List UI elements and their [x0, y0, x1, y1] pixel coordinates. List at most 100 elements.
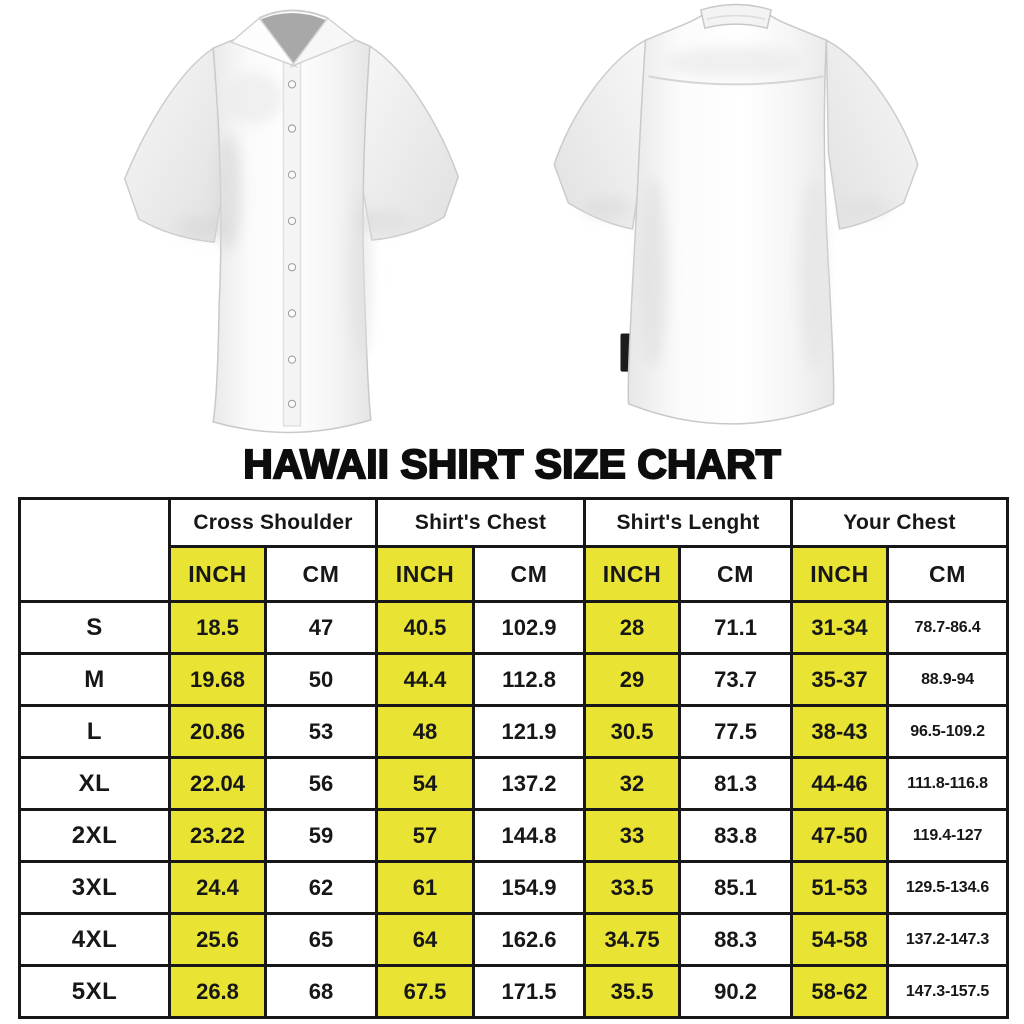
back-yoke-seam: [648, 75, 824, 86]
inch-value-cell: 64: [375, 912, 476, 967]
inch-value-cell: 44.4: [375, 652, 476, 707]
cm-value-cell: 154.9: [472, 860, 587, 915]
inch-value-cell: 20.86: [168, 704, 267, 759]
front-collar-right: [289, 16, 358, 68]
inch-value-cell: 33: [583, 808, 682, 863]
front-button-placket: [282, 61, 302, 427]
cm-value-cell: 59: [263, 808, 379, 863]
inch-value-cell: 32: [583, 756, 682, 811]
group-header-shirts-chest: Shirt's Chest: [375, 497, 587, 548]
table-row: L 20.86 53 48 121.9 30.5 77.5 38-43 96.5-109.2: [18, 704, 1010, 759]
cm-value-cell: 162.6: [472, 912, 587, 967]
size-label: XL: [18, 756, 171, 811]
inch-value-cell: 25.6: [168, 912, 267, 967]
cm-value-cell: 102.9: [472, 600, 587, 655]
inch-value-cell: 19.68: [168, 652, 267, 707]
unit-header-inch: INCH: [375, 545, 476, 603]
size-label: 3XL: [18, 860, 171, 915]
unit-header-inch: INCH: [168, 545, 267, 603]
inch-value-cell: 67.5: [375, 964, 476, 1019]
group-header-shirts-lenght: Shirt's Lenght: [583, 497, 794, 548]
table-row: 2XL 23.22 59 57 144.8 33 83.8 47-50 119.4-127: [18, 808, 1010, 863]
front-right-sleeve: [357, 44, 460, 241]
inch-value-cell: 35.5: [583, 964, 682, 1019]
size-chart-table: Cross Shoulder Shirt's Chest Shirt's Len…: [18, 497, 1010, 1019]
back-body: [627, 11, 835, 425]
cm-value-cell: 88.9-94: [886, 652, 1010, 707]
inch-value-cell: 29: [583, 652, 682, 707]
cm-value-cell: 90.2: [678, 964, 794, 1019]
front-neck-opening: [259, 13, 326, 65]
unit-header-cm: CM: [472, 545, 587, 603]
cm-value-cell: 68: [263, 964, 379, 1019]
size-label: L: [18, 704, 171, 759]
back-collar-fold: [706, 14, 766, 20]
cm-value-cell: 85.1: [678, 860, 794, 915]
inch-value-cell: 23.22: [168, 808, 267, 863]
cm-value-cell: 171.5: [472, 964, 587, 1019]
cm-value-cell: 83.8: [678, 808, 794, 863]
cm-value-cell: 112.8: [472, 652, 587, 707]
group-header-row: Cross Shoulder Shirt's Chest Shirt's Len…: [18, 497, 1010, 603]
cm-value-cell: 56: [263, 756, 379, 811]
cm-value-cell: 147.3-157.5: [886, 964, 1010, 1019]
cm-value-cell: 53: [263, 704, 379, 759]
cm-value-cell: 137.2: [472, 756, 587, 811]
cm-value-cell: 119.4-127: [886, 808, 1010, 863]
cm-value-cell: 144.8: [472, 808, 587, 863]
front-shirt-image: [112, 8, 470, 447]
size-table-body: S 18.5 47 40.5 102.9 28 71.1 31-34 78.7-86.4 M 19.…: [18, 600, 1010, 1019]
inch-value-cell: 51-53: [790, 860, 890, 915]
cm-value-cell: 88.3: [678, 912, 794, 967]
inch-value-cell: 38-43: [790, 704, 890, 759]
table-row: S 18.5 47 40.5 102.9 28 71.1 31-34 78.7-86.4: [18, 600, 1010, 655]
inch-value-cell: 28: [583, 600, 682, 655]
back-right-sleeve: [825, 38, 919, 230]
inch-value-cell: 57: [375, 808, 476, 863]
unit-header-cm: CM: [263, 545, 379, 603]
inch-value-cell: 40.5: [375, 600, 476, 655]
size-label: M: [18, 652, 171, 707]
cm-value-cell: 73.7: [678, 652, 794, 707]
back-collar-band: [699, 3, 773, 30]
size-label: 2XL: [18, 808, 171, 863]
cm-value-cell: 137.2-147.3: [886, 912, 1010, 967]
inch-value-cell: 26.8: [168, 964, 267, 1019]
inch-value-cell: 30.5: [583, 704, 682, 759]
size-label: S: [18, 600, 171, 655]
back-left-sleeve: [553, 38, 647, 230]
inch-value-cell: 24.4: [168, 860, 267, 915]
size-label: 4XL: [18, 912, 171, 967]
cm-value-cell: 96.5-109.2: [886, 704, 1010, 759]
inch-value-cell: 35-37: [790, 652, 890, 707]
unit-header-inch: INCH: [583, 545, 682, 603]
cm-value-cell: 78.7-86.4: [886, 600, 1010, 655]
inch-value-cell: 33.5: [583, 860, 682, 915]
cm-value-cell: 81.3: [678, 756, 794, 811]
cm-value-cell: 71.1: [678, 600, 794, 655]
cm-value-cell: 65: [263, 912, 379, 967]
cm-value-cell: 111.8-116.8: [886, 756, 1010, 811]
cm-value-cell: 77.5: [678, 704, 794, 759]
back-shirt-image: [540, 2, 932, 452]
cm-value-cell: 121.9: [472, 704, 587, 759]
front-collar-left: [229, 16, 298, 68]
unit-header-cm: CM: [678, 545, 794, 603]
group-header-your-chest: Your Chest: [790, 497, 1010, 548]
inch-value-cell: 31-34: [790, 600, 890, 655]
group-header-cross-shoulder: Cross Shoulder: [167, 497, 379, 548]
inch-value-cell: 58-62: [790, 964, 890, 1019]
table-row: 5XL 26.8 68 67.5 171.5 35.5 90.2 58-62 147.3-157…: [18, 964, 1010, 1019]
table-row: M 19.68 50 44.4 112.8 29 73.7 35-37 88.9-94: [18, 652, 1010, 707]
cm-value-cell: 129.5-134.6: [886, 860, 1010, 915]
unit-header-cm: CM: [886, 545, 1010, 603]
front-collar-band: [258, 9, 329, 19]
page-title: HAWAII SHIRT SIZE CHART: [242, 440, 782, 488]
cm-value-cell: 47: [263, 600, 379, 655]
inch-value-cell: 54-58: [790, 912, 890, 967]
cm-value-cell: 62: [263, 860, 379, 915]
inch-value-cell: 54: [375, 756, 476, 811]
inch-value-cell: 22.04: [168, 756, 267, 811]
unit-header-inch: INCH: [790, 545, 890, 603]
inch-value-cell: 61: [375, 860, 476, 915]
